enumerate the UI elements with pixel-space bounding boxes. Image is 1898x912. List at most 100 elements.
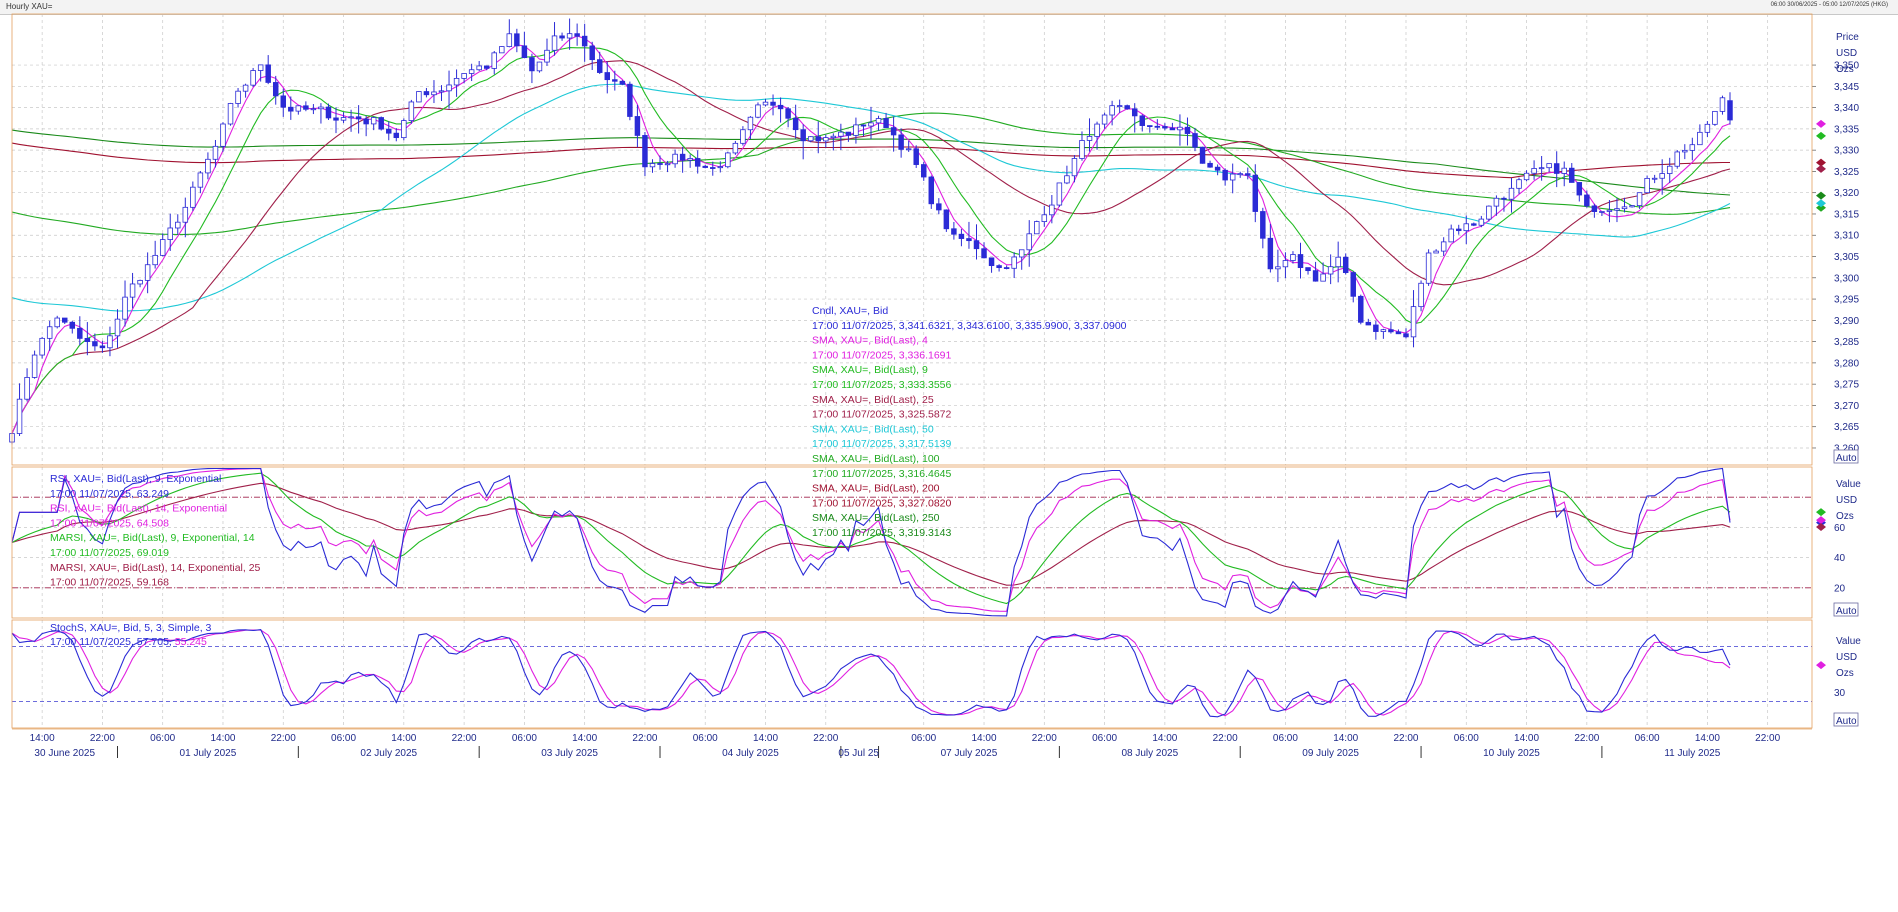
date-label: 11 July 2025 bbox=[1664, 748, 1720, 759]
candle-body bbox=[800, 129, 806, 142]
time-hour-label: 06:00 bbox=[331, 733, 356, 744]
candle-body bbox=[220, 123, 226, 147]
date-label: 30 June 2025 bbox=[34, 748, 95, 759]
axis-header-label: Ozs bbox=[1836, 64, 1854, 75]
candle-body bbox=[860, 124, 867, 127]
candle-body bbox=[1561, 167, 1567, 174]
axis-header-label: USD bbox=[1836, 48, 1857, 59]
candle-body bbox=[1569, 167, 1575, 183]
candle-body bbox=[627, 83, 633, 117]
candle-body bbox=[370, 117, 377, 125]
candle-body bbox=[114, 318, 121, 337]
candle-body bbox=[1094, 123, 1100, 137]
candle-body bbox=[1290, 254, 1296, 261]
candle-body bbox=[506, 33, 513, 47]
candle-body bbox=[318, 106, 324, 110]
candle-body bbox=[679, 153, 686, 161]
candle-body bbox=[905, 148, 912, 151]
candle-body bbox=[122, 296, 128, 320]
candle-body bbox=[1591, 205, 1598, 212]
marsi-14-line bbox=[11, 482, 1731, 586]
candle-body bbox=[823, 137, 829, 142]
candle-body bbox=[272, 82, 279, 97]
candle-body bbox=[1101, 114, 1108, 125]
candle-body bbox=[762, 101, 769, 106]
window-range: 06:00 30/06/2025 - 05:00 12/07/2025 (HKG… bbox=[1770, 2, 1888, 8]
candle-body bbox=[551, 35, 558, 51]
time-hour-label: 14:00 bbox=[391, 733, 416, 744]
candle-body bbox=[1358, 295, 1364, 323]
candle-body bbox=[212, 145, 219, 160]
candle-body bbox=[257, 64, 264, 71]
price-legend-line: 17:00 11/07/2025, 3,319.3143 bbox=[812, 527, 952, 539]
price-tick-label: 3,315 bbox=[1834, 209, 1859, 220]
candle-body bbox=[1501, 197, 1507, 200]
candle-body bbox=[1192, 133, 1198, 148]
candle-body bbox=[725, 152, 731, 168]
candle-body bbox=[333, 117, 339, 121]
candlestick-layer bbox=[9, 18, 1733, 445]
auto-scale-button[interactable]: Auto bbox=[1833, 602, 1859, 617]
candle-body bbox=[981, 248, 987, 259]
price-legend-line: 17:00 11/07/2025, 3,336.1691 bbox=[812, 349, 952, 361]
candle-body bbox=[107, 335, 113, 349]
candle-body bbox=[1636, 192, 1643, 206]
window-titlebar: Hourly XAU= 06:00 30/06/2025 - 05:00 12/… bbox=[0, 0, 1898, 15]
candle-body bbox=[1704, 123, 1711, 133]
candle-body bbox=[1463, 223, 1470, 232]
candle-body bbox=[1335, 256, 1341, 268]
price-legend-line: Cndl, XAU=, Bid bbox=[812, 305, 888, 317]
candle-body bbox=[1456, 228, 1462, 232]
candle-body bbox=[642, 135, 648, 168]
candle-body bbox=[883, 118, 889, 129]
candle-body bbox=[1169, 127, 1176, 131]
candle-body bbox=[838, 131, 844, 137]
candle-body bbox=[1177, 126, 1183, 131]
candle-body bbox=[92, 341, 98, 347]
candle-body bbox=[1546, 163, 1552, 169]
candle-body bbox=[190, 186, 196, 208]
price-tick-label: 3,350 bbox=[1834, 61, 1859, 72]
candle-body bbox=[710, 167, 716, 169]
candle-body bbox=[566, 33, 573, 39]
candle-body bbox=[1523, 172, 1530, 181]
candle-body bbox=[1508, 187, 1515, 200]
auto-scale-button[interactable]: Auto bbox=[1833, 449, 1859, 464]
candle-body bbox=[1162, 126, 1168, 129]
candle-body bbox=[913, 148, 919, 165]
price-legend-line: SMA, XAU=, Bid(Last), 9 bbox=[812, 364, 928, 376]
candle-body bbox=[431, 91, 437, 96]
candle-body bbox=[227, 103, 234, 125]
time-hour-label: 14:00 bbox=[1333, 733, 1358, 744]
candle-body bbox=[1199, 146, 1206, 164]
time-hour-label: 22:00 bbox=[1574, 733, 1599, 744]
candle-body bbox=[1614, 208, 1620, 211]
candle-body bbox=[491, 52, 497, 69]
candle-body bbox=[1260, 211, 1266, 239]
candle-body bbox=[152, 254, 158, 266]
time-hour-label: 14:00 bbox=[1514, 733, 1539, 744]
stoch-legend-value: 17:00 11/07/2025, 57.705, bbox=[50, 636, 175, 648]
candle-body bbox=[1621, 206, 1628, 210]
time-hour-label: 06:00 bbox=[150, 733, 175, 744]
candle-body bbox=[604, 72, 611, 81]
candle-body bbox=[559, 35, 565, 39]
price-legend-line: 17:00 11/07/2025, 3,333.3556 bbox=[812, 379, 952, 391]
candle-body bbox=[1026, 233, 1032, 251]
candle-body bbox=[1712, 110, 1718, 125]
candle-body bbox=[167, 227, 173, 240]
candle-body bbox=[1079, 140, 1085, 159]
candle-body bbox=[1410, 306, 1417, 338]
auto-button-label: Auto bbox=[1836, 453, 1857, 464]
candle-body bbox=[951, 228, 957, 235]
auto-scale-button[interactable]: Auto bbox=[1833, 712, 1859, 727]
candle-body bbox=[1659, 173, 1665, 179]
rsi-legend-line: MARSI, XAU=, Bid(Last), 14, Exponential,… bbox=[50, 562, 261, 574]
candle-body bbox=[1538, 167, 1545, 170]
price-tick-label: 3,280 bbox=[1834, 358, 1859, 369]
candle-body bbox=[1727, 100, 1733, 121]
candle-body bbox=[129, 283, 136, 298]
candle-body bbox=[1018, 249, 1025, 258]
time-hour-label: 06:00 bbox=[1273, 733, 1298, 744]
